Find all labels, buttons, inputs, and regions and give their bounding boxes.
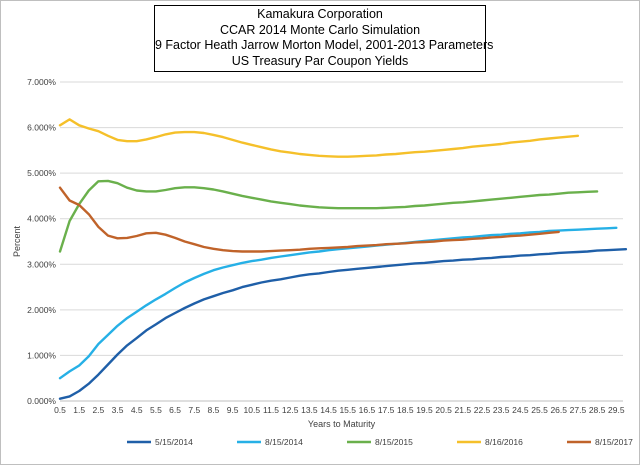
y-tick-label: 4.000% bbox=[27, 214, 56, 224]
legend-label: 8/15/2017 bbox=[595, 437, 633, 447]
x-tick-label: 10.5 bbox=[244, 405, 261, 415]
y-tick-label: 6.000% bbox=[27, 123, 56, 133]
chart-title-box: Kamakura Corporation CCAR 2014 Monte Car… bbox=[154, 5, 494, 72]
x-tick-label: 7.5 bbox=[188, 405, 200, 415]
x-tick-label: 15.5 bbox=[339, 405, 356, 415]
x-tick-label: 28.5 bbox=[589, 405, 606, 415]
y-axis-title: Percent bbox=[12, 225, 22, 257]
y-tick-label: 5.000% bbox=[27, 168, 56, 178]
x-tick-label: 0.5 bbox=[54, 405, 66, 415]
series-lines bbox=[58, 118, 628, 400]
series-line-5 bbox=[58, 186, 560, 253]
y-tick-label: 2.000% bbox=[27, 305, 56, 315]
x-tick-label: 25.5 bbox=[531, 405, 548, 415]
x-tick-label: 14.5 bbox=[320, 405, 337, 415]
legend-label: 8/15/2014 bbox=[265, 437, 303, 447]
y-tick-label: 1.000% bbox=[27, 350, 56, 360]
legend-label: 8/16/2016 bbox=[485, 437, 523, 447]
series-line-2 bbox=[58, 226, 618, 380]
x-tick-label: 20.5 bbox=[435, 405, 452, 415]
x-tick-label: 24.5 bbox=[512, 405, 529, 415]
y-tick-label: 0.000% bbox=[27, 396, 56, 406]
x-axis-title: Years to Maturity bbox=[308, 419, 376, 429]
x-tick-label: 5.5 bbox=[150, 405, 162, 415]
series-line-4 bbox=[58, 118, 580, 158]
y-tick-label: 7.000% bbox=[27, 77, 56, 87]
x-tick-label: 21.5 bbox=[455, 405, 472, 415]
legend: 5/15/2014 8/15/2014 8/15/2015 8/16/2016 8/15… bbox=[127, 437, 633, 447]
x-tick-label: 22.5 bbox=[474, 405, 491, 415]
x-tick-label: 26.5 bbox=[550, 405, 567, 415]
x-tick-label: 9.5 bbox=[227, 405, 239, 415]
title-line-1: Kamakura Corporation bbox=[257, 7, 383, 21]
x-tick-label: 23.5 bbox=[493, 405, 510, 415]
x-axis-ticks: 0.5 1.5 2.5 3.5 4.5 5.5 6.5 7.5 8.5 9.5 10.5 11.5 12… bbox=[54, 405, 625, 415]
title-line-3: 9 Factor Heath Jarrow Morton Model, 2001… bbox=[155, 38, 494, 52]
x-tick-label: 8.5 bbox=[208, 405, 220, 415]
x-tick-label: 17.5 bbox=[378, 405, 395, 415]
x-tick-label: 19.5 bbox=[416, 405, 433, 415]
x-tick-label: 4.5 bbox=[131, 405, 143, 415]
x-tick-label: 3.5 bbox=[112, 405, 124, 415]
x-tick-label: 1.5 bbox=[73, 405, 85, 415]
x-tick-label: 29.5 bbox=[608, 405, 625, 415]
legend-label: 8/15/2015 bbox=[375, 437, 413, 447]
x-tick-label: 2.5 bbox=[92, 405, 104, 415]
title-line-4: US Treasury Par Coupon Yields bbox=[231, 53, 409, 68]
gridlines bbox=[60, 81, 623, 356]
y-axis-ticks: 0.000% 1.000% 2.000% 3.000% 4.000% 5.000% 6.00… bbox=[27, 77, 56, 406]
x-tick-label: 13.5 bbox=[301, 405, 318, 415]
y-tick-label: 3.000% bbox=[27, 259, 56, 269]
x-tick-label: 6.5 bbox=[169, 405, 181, 415]
x-tick-label: 16.5 bbox=[359, 405, 376, 415]
title-line-2: CCAR 2014 Monte Carlo Simulation bbox=[219, 22, 421, 37]
series-line-1 bbox=[58, 248, 628, 400]
x-tick-label: 12.5 bbox=[282, 405, 299, 415]
series-line-3 bbox=[58, 179, 599, 253]
x-tick-label: 27.5 bbox=[570, 405, 587, 415]
legend-label: 5/15/2014 bbox=[155, 437, 193, 447]
x-tick-label: 11.5 bbox=[263, 405, 279, 415]
x-tick-label: 18.5 bbox=[397, 405, 414, 415]
